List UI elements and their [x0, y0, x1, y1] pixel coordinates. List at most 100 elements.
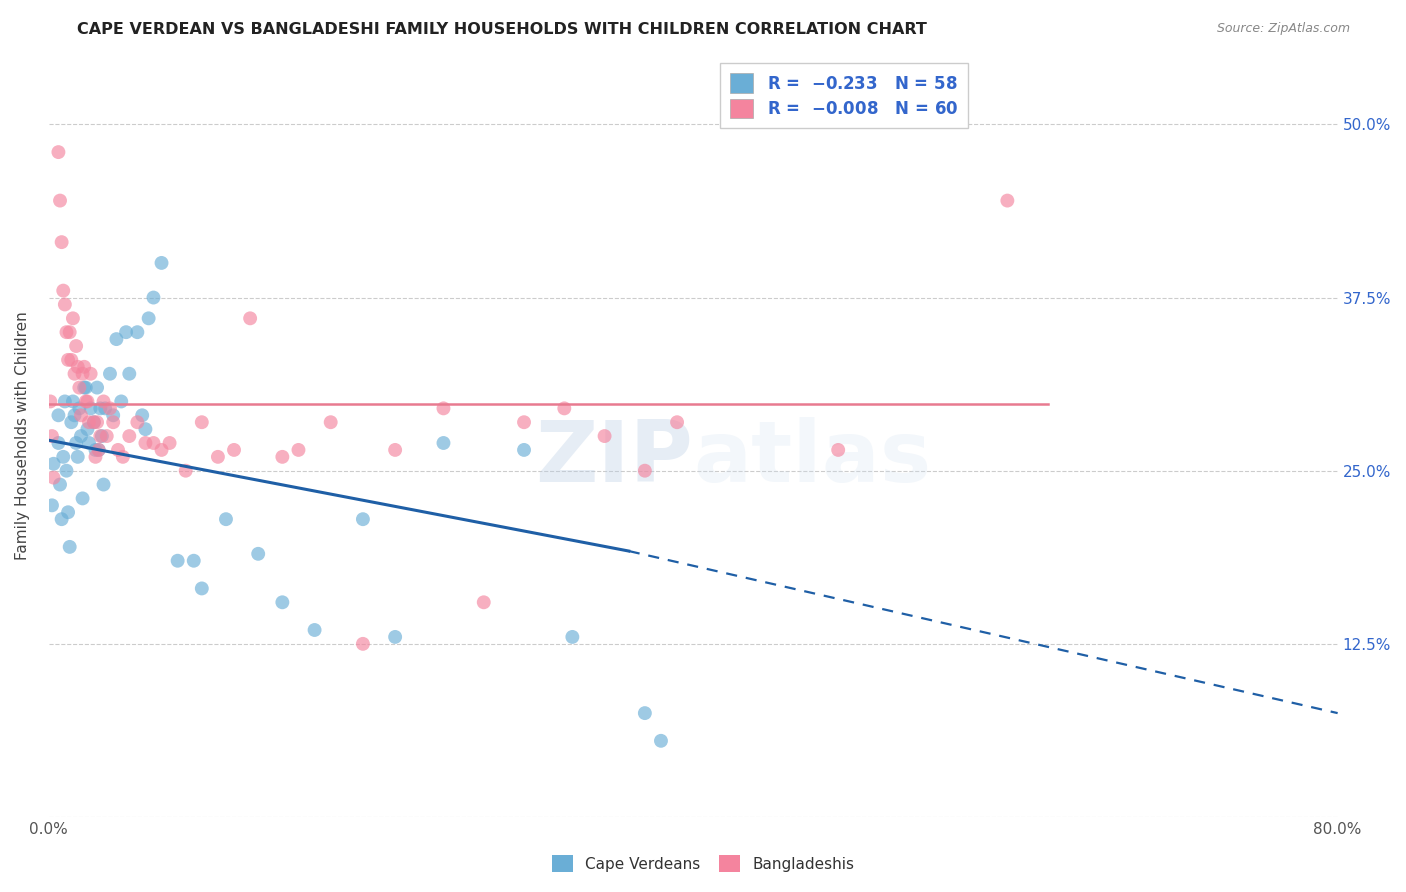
Point — [352, 637, 374, 651]
Point — [553, 401, 575, 416]
Point — [60, 352, 83, 367]
Point — [634, 706, 657, 720]
Point — [70, 429, 93, 443]
Point — [432, 436, 454, 450]
Point — [432, 401, 454, 416]
Point — [827, 442, 849, 457]
Point — [66, 359, 89, 374]
Point — [107, 442, 129, 457]
Point — [384, 630, 406, 644]
Point — [84, 442, 107, 457]
Point — [159, 436, 181, 450]
Point — [53, 394, 76, 409]
Point — [72, 491, 94, 506]
Text: CAPE VERDEAN VS BANGLADESHI FAMILY HOUSEHOLDS WITH CHILDREN CORRELATION CHART: CAPE VERDEAN VS BANGLADESHI FAMILY HOUSE… — [77, 22, 927, 37]
Point — [86, 415, 108, 429]
Point — [319, 415, 342, 429]
Text: Source: ZipAtlas.com: Source: ZipAtlas.com — [1216, 22, 1350, 36]
Point — [55, 464, 77, 478]
Point — [65, 436, 87, 450]
Point — [79, 401, 101, 416]
Text: atlas: atlas — [693, 417, 931, 500]
Point — [103, 415, 125, 429]
Point — [83, 415, 105, 429]
Point — [166, 554, 188, 568]
Point — [63, 367, 86, 381]
Point — [472, 595, 495, 609]
Point — [247, 547, 270, 561]
Point — [89, 429, 111, 443]
Point — [48, 436, 70, 450]
Point — [87, 442, 110, 457]
Point — [79, 367, 101, 381]
Point — [593, 429, 616, 443]
Point — [52, 284, 75, 298]
Point — [67, 381, 90, 395]
Point — [995, 194, 1018, 208]
Point — [103, 409, 125, 423]
Point — [134, 422, 156, 436]
Point — [287, 442, 309, 457]
Point — [183, 554, 205, 568]
Point — [98, 401, 121, 416]
Point — [39, 394, 62, 409]
Point — [48, 145, 70, 160]
Point — [42, 457, 65, 471]
Point — [49, 194, 72, 208]
Point — [52, 450, 75, 464]
Point — [118, 429, 141, 443]
Point — [75, 394, 97, 409]
Point — [53, 297, 76, 311]
Point — [77, 436, 100, 450]
Point — [62, 394, 84, 409]
Point — [115, 325, 138, 339]
Point — [207, 450, 229, 464]
Point — [84, 450, 107, 464]
Point — [191, 415, 214, 429]
Point — [72, 367, 94, 381]
Point — [94, 401, 117, 416]
Point — [191, 582, 214, 596]
Point — [41, 429, 63, 443]
Point — [105, 332, 128, 346]
Point — [352, 512, 374, 526]
Point — [87, 442, 110, 457]
Point — [60, 415, 83, 429]
Point — [93, 394, 115, 409]
Point — [49, 477, 72, 491]
Point — [561, 630, 583, 644]
Point — [42, 470, 65, 484]
Point — [83, 415, 105, 429]
Point — [131, 409, 153, 423]
Point — [59, 325, 82, 339]
Point — [634, 464, 657, 478]
Point — [666, 415, 689, 429]
Point — [142, 436, 165, 450]
Point — [271, 450, 294, 464]
Point — [150, 256, 173, 270]
Point — [127, 325, 149, 339]
Point — [93, 477, 115, 491]
Point — [59, 540, 82, 554]
Point — [76, 422, 98, 436]
Point — [215, 512, 238, 526]
Point — [127, 415, 149, 429]
Point — [66, 450, 89, 464]
Point — [271, 595, 294, 609]
Point — [513, 442, 536, 457]
Point — [48, 409, 70, 423]
Point — [150, 442, 173, 457]
Point — [222, 442, 245, 457]
Point — [142, 291, 165, 305]
Point — [90, 429, 112, 443]
Point — [75, 381, 97, 395]
Point — [77, 415, 100, 429]
Point — [63, 409, 86, 423]
Point — [65, 339, 87, 353]
Point — [76, 394, 98, 409]
Point — [89, 401, 111, 416]
Point — [56, 505, 79, 519]
Legend: Cape Verdeans, Bangladeshis: Cape Verdeans, Bangladeshis — [544, 847, 862, 880]
Point — [51, 512, 73, 526]
Point — [138, 311, 160, 326]
